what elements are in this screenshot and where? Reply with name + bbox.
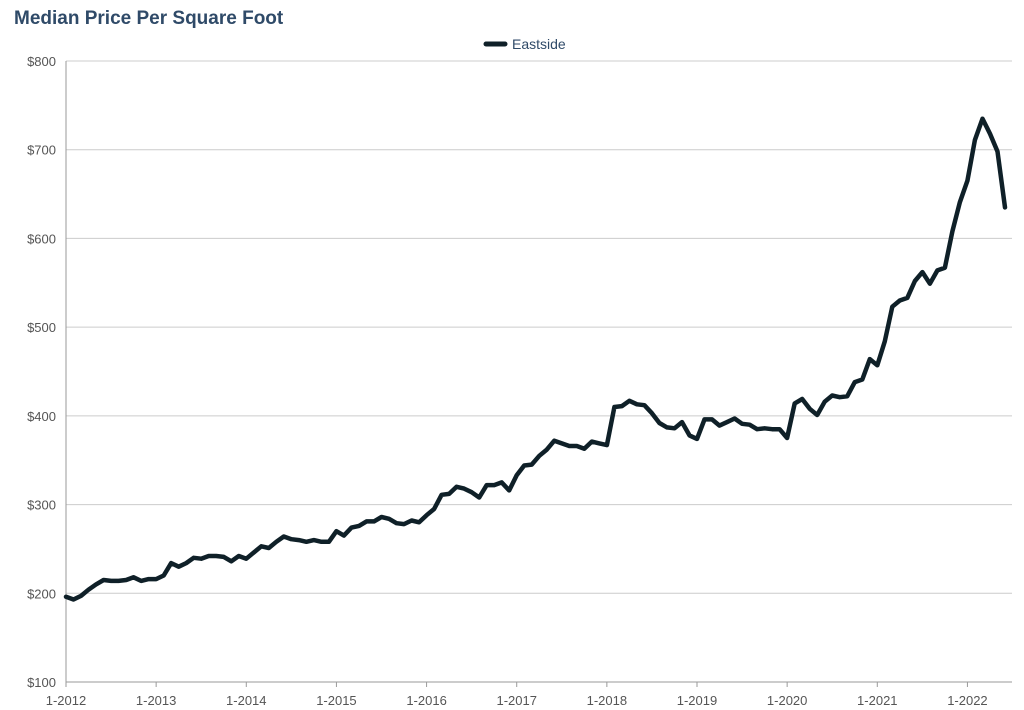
- x-tick-label: 1-2022: [947, 693, 987, 708]
- y-tick-label: $200: [27, 586, 56, 601]
- x-tick-label: 1-2020: [767, 693, 807, 708]
- axes: [65, 61, 1012, 683]
- x-tick-label: 1-2019: [677, 693, 717, 708]
- x-axis-ticks: 1-2012 1-2013 1-2014 1-2015 1-2016 1-2017 1-20…: [46, 682, 988, 708]
- gridlines: [66, 60, 1012, 594]
- x-tick-label: 1-2014: [226, 693, 266, 708]
- x-tick-label: 1-2015: [316, 693, 356, 708]
- y-tick-label: $400: [27, 409, 56, 424]
- x-tick-label: 1-2012: [46, 693, 86, 708]
- series-line-eastside: [63, 116, 1008, 602]
- x-tick-label: 1-2013: [136, 693, 176, 708]
- x-tick-label: 1-2016: [406, 693, 446, 708]
- series-layer: [63, 116, 1008, 602]
- legend-label: Eastside: [512, 36, 566, 52]
- y-tick-label: $800: [27, 54, 56, 69]
- y-tick-label: $300: [27, 498, 56, 513]
- legend: Eastside: [483, 36, 566, 52]
- x-tick-label: 1-2017: [496, 693, 536, 708]
- y-tick-label: $100: [27, 675, 56, 690]
- y-tick-label: $600: [27, 231, 56, 246]
- y-axis-ticks: $100 $200 $300 $400 $500 $600 $700 $800: [27, 54, 56, 690]
- chart-title: Median Price Per Square Foot: [14, 8, 284, 29]
- y-tick-label: $700: [27, 143, 56, 158]
- y-tick-label: $500: [27, 320, 56, 335]
- x-tick-label: 1-2021: [857, 693, 897, 708]
- x-tick-label: 1-2018: [587, 693, 627, 708]
